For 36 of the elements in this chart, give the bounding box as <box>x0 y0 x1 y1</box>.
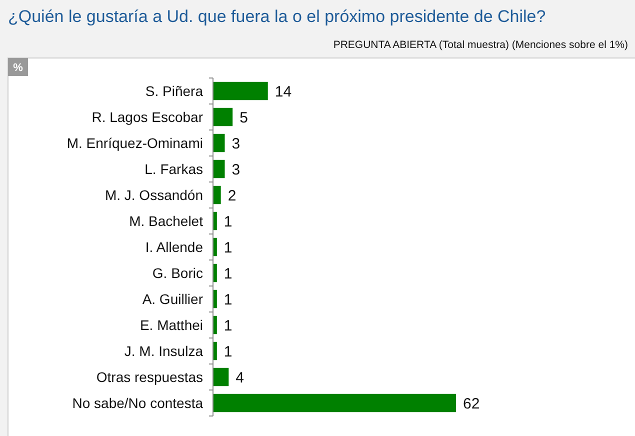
chart-title: ¿Quién le gustaría a Ud. que fuera la o el próximo presidente de Chile? <box>8 7 546 26</box>
data-label: 1 <box>224 265 232 282</box>
data-label: 4 <box>236 369 244 386</box>
bar <box>213 82 268 100</box>
bar <box>213 186 221 204</box>
y-tick-label: A. Guillier <box>142 290 204 307</box>
text: PREGUNTA ABIERTA (Total muestra) (Menciones sobre el 1%) <box>333 39 628 51</box>
bar <box>213 368 229 386</box>
data-label: 14 <box>274 83 292 100</box>
bar <box>213 160 225 178</box>
data-label: 1 <box>224 213 232 230</box>
y-tick-label: M. Enríquez-Ominami <box>66 134 203 151</box>
y-tick-label: No sabe/No contesta <box>72 394 204 411</box>
data-label: 3 <box>232 161 240 178</box>
data-label: 2 <box>228 187 236 204</box>
data-label: 62 <box>463 395 480 412</box>
y-tick-label: S. Piñera <box>145 82 204 99</box>
y-tick-label: I. Allende <box>145 238 204 255</box>
data-label: 1 <box>224 291 232 308</box>
y-tick-label: J. M. Insulza <box>124 342 204 359</box>
data-label: 5 <box>240 109 248 126</box>
y-tick-label: Otras respuestas <box>96 368 203 385</box>
data-label: 1 <box>224 239 232 256</box>
data-label: 3 <box>232 135 240 152</box>
data-label: 1 <box>224 343 232 360</box>
y-tick-label: L. Farkas <box>144 160 203 177</box>
y-tick-label: M. J. Ossandón <box>104 186 203 203</box>
data-label: 1 <box>224 317 232 334</box>
y-tick-label: M. Bachelet <box>129 212 204 229</box>
bar <box>213 134 225 152</box>
y-tick-label: G. Boric <box>152 264 203 281</box>
bar <box>213 394 456 412</box>
y-tick-label: E. Matthei <box>140 316 203 333</box>
y-tick-label: R. Lagos Escobar <box>92 108 204 125</box>
bar <box>213 108 233 126</box>
text: % <box>13 62 24 74</box>
